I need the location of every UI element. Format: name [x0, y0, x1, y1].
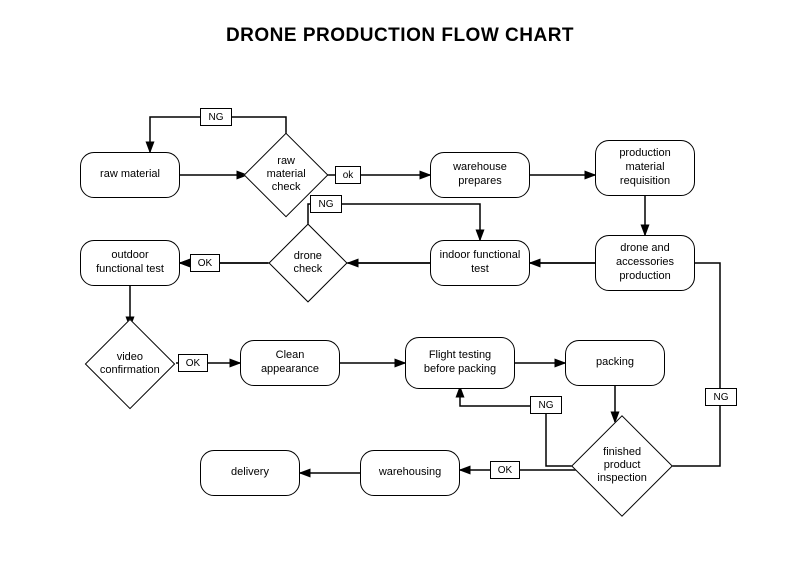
label-ok2: OK: [190, 254, 220, 272]
node-indoor-test: indoor functional test: [430, 240, 530, 286]
node-clean-app: Clean appearance: [240, 340, 340, 386]
chart-title: DRONE PRODUCTION FLOW CHART: [0, 25, 800, 47]
label-ok3: OK: [178, 354, 208, 372]
node-warehouse-prepares: warehouse prepares: [430, 152, 530, 198]
node-outdoor-test: outdoor functional test: [80, 240, 180, 286]
node-raw-material: raw material: [80, 152, 180, 198]
node-video-conf: video confirmation: [85, 319, 176, 410]
node-prod-mat-req: production material requisition: [595, 140, 695, 196]
node-flight-test: Flight testing before packing: [405, 337, 515, 389]
node-drone-check: drone check: [268, 223, 347, 302]
node-delivery: delivery: [200, 450, 300, 496]
flowchart-canvas: DRONE PRODUCTION FLOW CHART raw material…: [0, 0, 800, 572]
node-packing: packing: [565, 340, 665, 386]
node-drone-acc-prod: drone and accessories production: [595, 235, 695, 291]
label-ok1: ok: [335, 166, 361, 184]
label-ok4: OK: [490, 461, 520, 479]
label-ng3: NG: [530, 396, 562, 414]
label-ng4: NG: [705, 388, 737, 406]
label-ng1: NG: [200, 108, 232, 126]
label-ng2: NG: [310, 195, 342, 213]
node-finished-inspect: finished product inspection: [571, 415, 673, 517]
node-warehousing: warehousing: [360, 450, 460, 496]
